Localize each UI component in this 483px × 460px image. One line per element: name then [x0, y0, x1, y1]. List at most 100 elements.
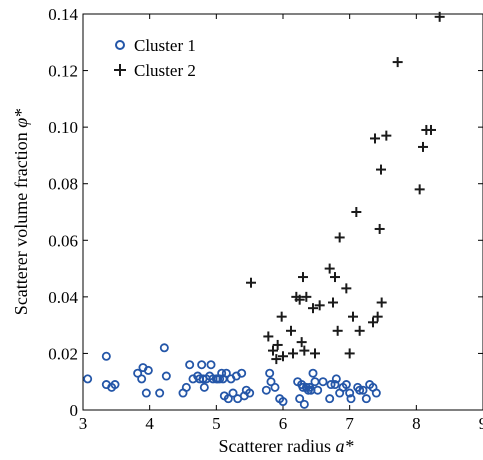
- cluster-1-point: [261, 385, 271, 395]
- cluster-1-point: [217, 368, 227, 378]
- cluster-1-point: [143, 365, 153, 375]
- cluster-2-point: [268, 345, 278, 356]
- cluster-2-point: [298, 272, 308, 283]
- cluster-2-point: [344, 348, 355, 359]
- cluster-1-point: [155, 388, 165, 398]
- cluster-2-point: [286, 325, 296, 336]
- cluster-2-point: [294, 294, 305, 305]
- cluster-2-point: [263, 331, 274, 342]
- cluster-1-point: [206, 360, 216, 370]
- cluster-2-point: [381, 130, 392, 141]
- cluster-1-point: [223, 394, 233, 404]
- cluster-1-point: [310, 377, 320, 387]
- data-marks: [83, 11, 445, 409]
- legend-label-cluster-2: Cluster 2: [134, 61, 196, 80]
- cluster-2-point: [334, 232, 345, 243]
- cluster-1-point: [308, 368, 318, 378]
- cluster-1-point: [346, 394, 356, 404]
- axis-ticks: 3 4 5 6 7 8 9 0 0.02 0.04 0.06 0.08 0.10 0.12 0.14: [48, 5, 483, 433]
- cluster-1-point: [330, 380, 340, 390]
- cluster-1-point: [341, 380, 351, 390]
- cluster-1-point: [331, 374, 341, 384]
- cluster-2-point: [368, 317, 378, 328]
- cluster-1-point: [313, 385, 323, 395]
- cluster-1-point: [237, 368, 247, 378]
- cluster-2-point: [418, 141, 428, 152]
- x-tick-label: 6: [279, 414, 288, 433]
- cluster-1-point: [278, 397, 288, 407]
- series-1: [83, 343, 381, 409]
- cluster-2-point: [296, 337, 307, 348]
- cluster-2-point: [324, 263, 335, 274]
- cluster-1-point: [185, 360, 195, 370]
- cluster-1-point: [265, 368, 275, 378]
- cluster-2-point: [308, 303, 318, 314]
- cluster-2-point: [376, 297, 387, 308]
- y-tick-label: 0.04: [48, 288, 78, 307]
- x-tick-label: 9: [479, 414, 483, 433]
- cluster-1-point: [101, 351, 111, 361]
- cluster-2-point: [341, 283, 352, 294]
- cluster-2-point: [372, 311, 383, 322]
- cluster-1-point: [295, 394, 305, 404]
- cluster-2-point: [314, 300, 325, 311]
- cluster-1-point: [361, 394, 371, 404]
- cluster-2-point: [354, 325, 365, 336]
- y-tick-label: 0.02: [48, 344, 78, 363]
- cluster-1-point: [199, 382, 209, 392]
- y-axis-label-symbol: φ*: [11, 109, 31, 128]
- legend-marker-cluster-2: [114, 64, 126, 76]
- y-tick-label: 0: [70, 401, 79, 420]
- cluster-2-point: [434, 11, 445, 22]
- y-axis-label-main: Scatterer volume fraction: [11, 128, 31, 315]
- cluster-2-point: [301, 291, 312, 302]
- x-axis-label: Scatterer radius a*: [219, 436, 354, 456]
- cluster-1-point: [318, 377, 328, 387]
- cluster-1-point: [326, 380, 336, 390]
- cluster-1-point: [325, 394, 335, 404]
- y-tick-label: 0.06: [48, 231, 78, 250]
- cluster-2-point: [271, 354, 282, 365]
- cluster-1-point: [345, 388, 355, 398]
- legend: Cluster 1 Cluster 2: [114, 36, 196, 80]
- cluster-1-point: [221, 368, 231, 378]
- cluster-2-point: [332, 325, 343, 336]
- cluster-1-point: [159, 343, 169, 353]
- x-tick-label: 5: [212, 414, 221, 433]
- cluster-2-point: [392, 57, 403, 68]
- cluster-1-point: [181, 382, 191, 392]
- cluster-2-point: [272, 339, 283, 350]
- cluster-1-point: [110, 380, 120, 390]
- cluster-2-point: [330, 272, 340, 283]
- cluster-2-point: [426, 124, 436, 135]
- x-tick-label: 3: [79, 414, 88, 433]
- cluster-1-point: [83, 374, 93, 384]
- cluster-1-point: [141, 388, 151, 398]
- cluster-2-point: [351, 207, 362, 217]
- x-axis-label-main: Scatterer radius: [219, 436, 336, 456]
- x-tick-label: 7: [345, 414, 354, 433]
- x-axis-label-symbol: a*: [335, 436, 353, 456]
- x-tick-label: 4: [145, 414, 154, 433]
- x-tick-label: 8: [412, 414, 421, 433]
- cluster-2-point: [414, 184, 425, 195]
- cluster-1-point: [299, 399, 309, 409]
- series-2: [246, 11, 445, 365]
- cluster-1-point: [228, 388, 238, 398]
- cluster-2-point: [370, 133, 380, 144]
- cluster-1-point: [245, 388, 255, 398]
- cluster-2-point: [299, 345, 310, 356]
- cluster-2-point: [278, 351, 288, 362]
- cluster-1-point: [137, 374, 147, 384]
- cluster-2-point: [246, 277, 256, 288]
- cluster-1-point: [197, 360, 207, 370]
- cluster-2-point: [288, 348, 298, 359]
- cluster-2-point: [310, 348, 320, 359]
- cluster-1-point: [358, 385, 368, 395]
- cluster-2-point: [348, 311, 358, 322]
- cluster-2-point: [276, 311, 287, 322]
- cluster-2-point: [376, 164, 386, 175]
- cluster-1-point: [161, 371, 171, 381]
- y-axis-label: Scatterer volume fraction φ*: [11, 109, 31, 315]
